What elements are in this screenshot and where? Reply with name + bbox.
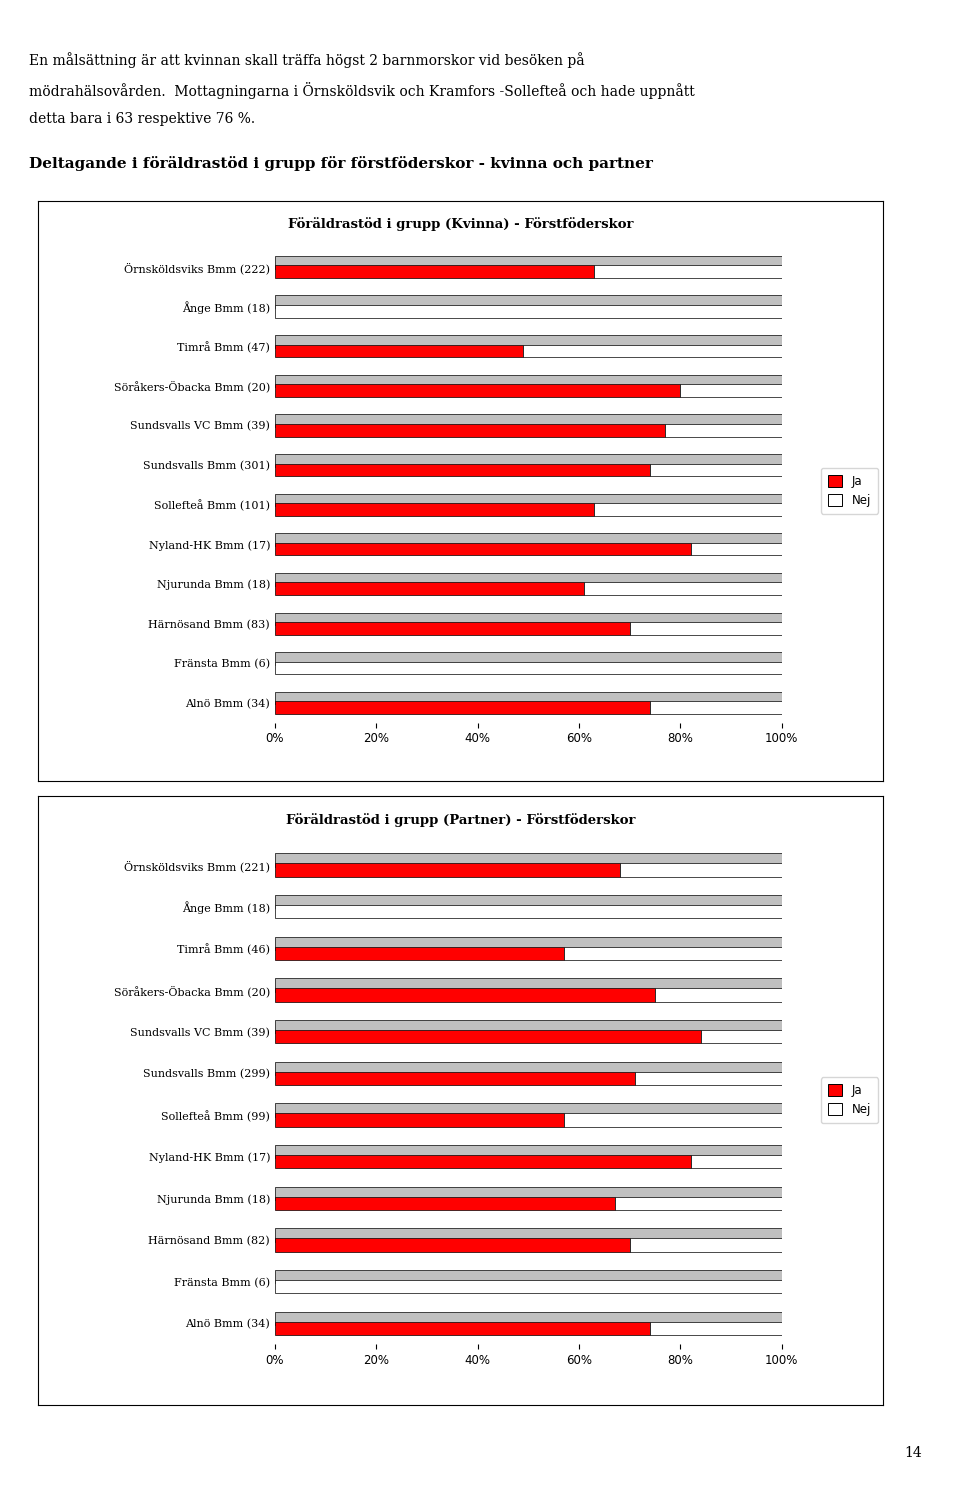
Text: Föräldrastöd i grupp (Partner) - Förstföderskor: Föräldrastöd i grupp (Partner) - Förstfö…: [286, 813, 636, 827]
Bar: [275, 864, 619, 877]
Bar: [564, 947, 781, 961]
Bar: [701, 1030, 781, 1044]
Bar: [275, 1062, 781, 1075]
Bar: [275, 978, 781, 992]
Bar: [630, 1239, 781, 1252]
Bar: [630, 622, 781, 635]
Bar: [275, 543, 690, 556]
Bar: [275, 906, 781, 919]
Text: detta bara i 63 respektive 76 %.: detta bara i 63 respektive 76 %.: [29, 112, 255, 125]
Bar: [594, 503, 781, 516]
Bar: [275, 503, 594, 516]
Bar: [275, 1312, 781, 1325]
Bar: [275, 1103, 781, 1117]
Bar: [275, 854, 781, 867]
Bar: [275, 702, 650, 714]
Bar: [275, 1072, 635, 1086]
Bar: [275, 572, 781, 586]
Bar: [275, 583, 584, 595]
Text: 14: 14: [904, 1447, 922, 1460]
Bar: [619, 864, 781, 877]
Bar: [635, 1072, 781, 1086]
Bar: [275, 613, 781, 625]
Bar: [275, 335, 781, 348]
Bar: [275, 937, 781, 950]
Bar: [275, 653, 781, 665]
Bar: [690, 1155, 781, 1169]
Bar: [275, 947, 564, 961]
Bar: [275, 1322, 650, 1335]
Legend: Ja, Nej: Ja, Nej: [821, 1077, 878, 1124]
Text: En målsättning är att kvinnan skall träffa högst 2 barnmorskor vid besöken på: En målsättning är att kvinnan skall träf…: [29, 52, 585, 68]
Bar: [275, 384, 681, 397]
Bar: [275, 454, 781, 467]
Bar: [275, 494, 781, 506]
Bar: [275, 296, 781, 308]
Bar: [275, 1228, 781, 1242]
Bar: [275, 1145, 781, 1158]
Text: Föräldrastöd i grupp (Kvinna) - Förstföderskor: Föräldrastöd i grupp (Kvinna) - Förstföd…: [288, 217, 634, 230]
Bar: [275, 415, 781, 427]
Bar: [275, 464, 650, 476]
Bar: [275, 1197, 614, 1210]
Bar: [681, 384, 781, 397]
Bar: [275, 1114, 564, 1127]
Bar: [584, 583, 781, 595]
Bar: [275, 1280, 781, 1294]
Bar: [275, 1020, 781, 1033]
Bar: [275, 1187, 781, 1200]
Bar: [275, 1270, 781, 1283]
Bar: [594, 265, 781, 278]
Bar: [690, 543, 781, 556]
Bar: [655, 989, 781, 1002]
Bar: [275, 305, 781, 318]
Bar: [275, 1155, 690, 1169]
Bar: [650, 1322, 781, 1335]
Bar: [275, 345, 523, 357]
Bar: [275, 424, 665, 437]
Bar: [275, 895, 781, 909]
Bar: [275, 256, 781, 269]
Bar: [275, 989, 655, 1002]
Bar: [275, 662, 781, 674]
Text: mödrahälsovården.  Mottagningarna i Örnsköldsvik och Kramfors -Sollefteå och had: mödrahälsovården. Mottagningarna i Örnsk…: [29, 82, 694, 98]
Bar: [650, 464, 781, 476]
Bar: [275, 622, 630, 635]
Bar: [275, 691, 781, 705]
Bar: [650, 702, 781, 714]
Bar: [275, 1030, 701, 1044]
Text: Deltagande i föräldrastöd i grupp för förstföderskor - kvinna och partner: Deltagande i föräldrastöd i grupp för fö…: [29, 156, 653, 171]
Bar: [665, 424, 781, 437]
Bar: [614, 1197, 781, 1210]
Bar: [564, 1114, 781, 1127]
Bar: [275, 1239, 630, 1252]
Legend: Ja, Nej: Ja, Nej: [821, 467, 878, 515]
Bar: [275, 534, 781, 546]
Bar: [523, 345, 781, 357]
Bar: [275, 375, 781, 388]
Bar: [275, 265, 594, 278]
